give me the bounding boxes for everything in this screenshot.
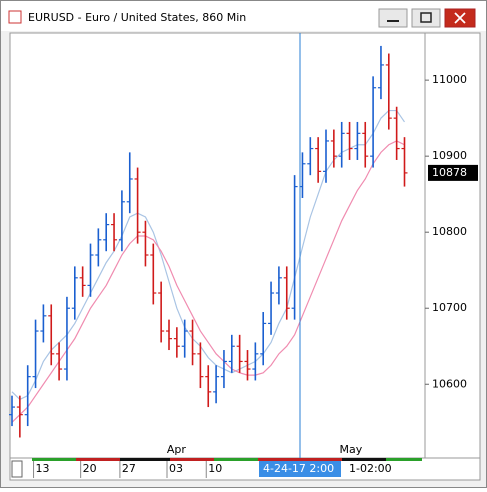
strip-segment xyxy=(342,458,386,461)
strip-segment xyxy=(76,458,120,461)
strip-segment xyxy=(214,458,258,461)
x-tick-label: 03 xyxy=(169,462,183,475)
scroll-box[interactable] xyxy=(11,460,23,478)
window-buttons[interactable] xyxy=(378,8,476,28)
last-price-box xyxy=(428,164,478,181)
x-tick-label: 13 xyxy=(36,462,50,475)
strip-segment xyxy=(386,458,422,461)
plot-content xyxy=(9,45,408,438)
x-tick-label: 27 xyxy=(122,462,136,475)
minimize-button[interactable] xyxy=(378,8,408,28)
price-axis xyxy=(424,32,481,459)
strip-segment xyxy=(258,458,342,461)
month-label: Apr xyxy=(167,443,187,456)
x-tick-label: 10 xyxy=(208,462,222,475)
x-tick-label: 20 xyxy=(83,462,97,475)
y-tick-label: 10800 xyxy=(432,225,467,238)
moving-average xyxy=(11,140,405,423)
strip-segment xyxy=(32,458,76,461)
window-title: EURUSD - Euro / United States, 860 Min xyxy=(28,11,246,24)
month-label: May xyxy=(340,443,363,456)
strip-segment xyxy=(170,458,214,461)
crosshair-label-box xyxy=(259,461,341,477)
y-tick-label: 10700 xyxy=(432,301,467,314)
maximize-icon xyxy=(420,12,432,23)
app-icon xyxy=(8,10,22,24)
timezone-label: 1-02:00 xyxy=(349,462,392,475)
y-tick-label: 10600 xyxy=(432,377,467,390)
maximize-button[interactable] xyxy=(411,8,441,28)
session-strip xyxy=(32,458,422,461)
y-tick-label: 11000 xyxy=(432,73,467,86)
crosshair-label: 4-24-17 2:00 xyxy=(263,462,334,475)
last-price-label: 10878 xyxy=(432,166,467,179)
strip-segment xyxy=(120,458,170,461)
close-icon xyxy=(454,12,466,24)
plot-area xyxy=(9,32,426,459)
y-tick-label: 10900 xyxy=(432,149,467,162)
moving-average xyxy=(11,109,405,401)
